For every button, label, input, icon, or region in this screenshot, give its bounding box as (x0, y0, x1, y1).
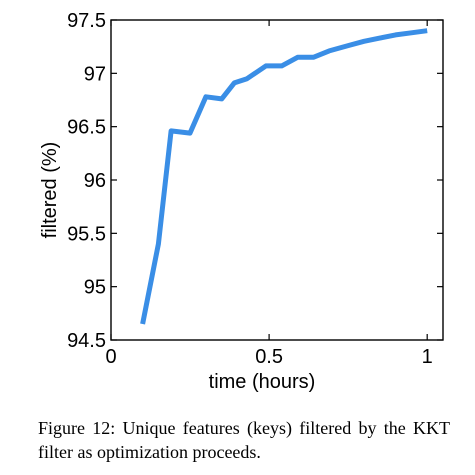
tick-labels: 0 0.5 1 94.5 95 95.5 96 96.5 97 97.5 (67, 10, 433, 368)
y-axis-title: filtered (%) (39, 142, 61, 239)
x-axis-title: time (hours) (209, 371, 316, 393)
y-tick-label: 95 (84, 277, 106, 299)
y-tick-label: 97 (84, 63, 106, 85)
axis-ticks (110, 19, 443, 341)
x-tick-label: 1 (422, 346, 433, 368)
line-chart: 0 0.5 1 94.5 95 95.5 96 96.5 97 97.5 time (hours)… (39, 10, 444, 393)
series-layer (140, 28, 428, 325)
y-tick-label: 96 (84, 170, 106, 192)
x-tick-label: 0 (105, 346, 116, 368)
y-tick-label: 97.5 (67, 10, 106, 32)
y-tick-label: 94.5 (67, 330, 106, 352)
y-tick-label: 96.5 (67, 117, 106, 139)
series-line (140, 28, 428, 325)
figure-caption: Figure 12: Unique features (keys) filter… (38, 418, 450, 462)
x-tick-label: 0.5 (255, 346, 283, 368)
y-tick-label: 95.5 (67, 223, 106, 245)
